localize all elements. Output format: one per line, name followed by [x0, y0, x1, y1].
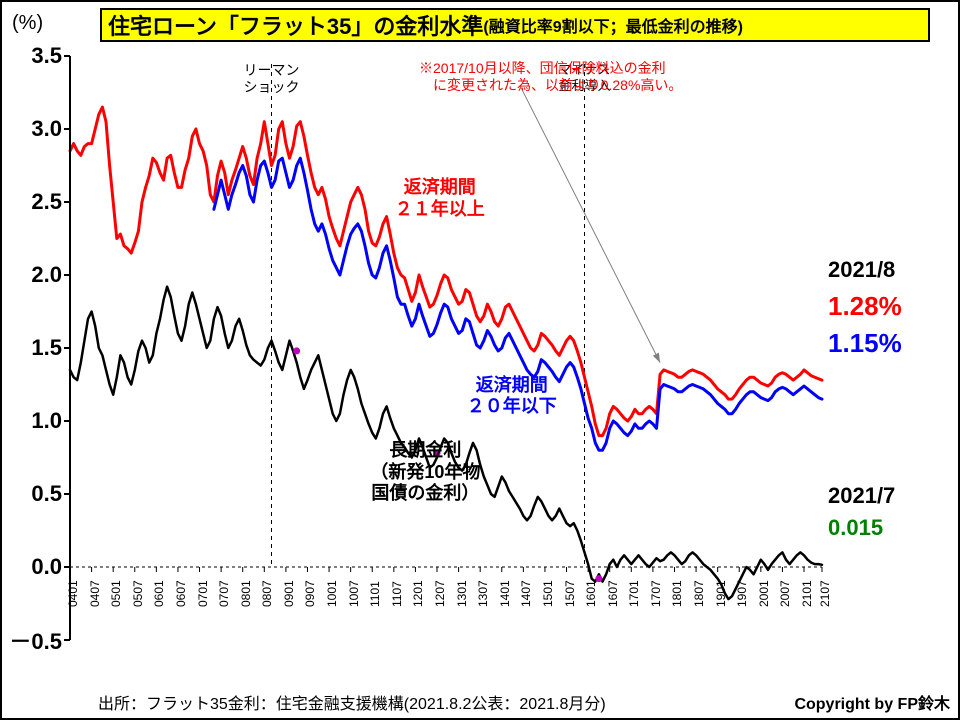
footer-source: 出所：フラット35金利：住宅金融支援機構(2021.8.2公表：2021.8月分…	[98, 690, 606, 714]
x-tick-label: 1701	[627, 580, 641, 607]
x-tick-label: 0507	[131, 580, 145, 607]
chart-svg	[2, 2, 958, 718]
x-tick-label: 1807	[692, 580, 706, 607]
end-value-label: 2021/7	[828, 483, 895, 509]
chart-stage: (%) 住宅ローン「フラット35」の金利水準 (融資比率9割以下；最低金利の推移…	[0, 0, 960, 720]
x-tick-label: 1007	[347, 580, 361, 607]
y-tick-label: 2.5	[6, 189, 62, 215]
y-tick-label: 1.5	[6, 335, 62, 361]
y-tick-label: 1.0	[6, 408, 62, 434]
x-tick-label: 2007	[778, 580, 792, 607]
x-tick-label: 1001	[325, 580, 339, 607]
x-tick-label: 1201	[411, 580, 425, 607]
x-tick-label: 1507	[563, 580, 577, 607]
x-tick-label: 0607	[174, 580, 188, 607]
series-label: 返済期間 ２１年以上	[360, 177, 520, 220]
x-tick-label: 2001	[757, 580, 771, 607]
x-tick-label: 1101	[368, 581, 382, 607]
footer-copyright: Copyright by FP鈴木	[794, 690, 950, 714]
end-value-label: 1.28%	[828, 291, 902, 322]
y-tick-label: 2.0	[6, 262, 62, 288]
y-tick-label: －0.5	[6, 624, 62, 656]
series-label: 長期金利 （新発10年物 国債の金利）	[345, 440, 505, 505]
x-tick-label: 0501	[109, 580, 123, 607]
x-tick-label: 0707	[217, 580, 231, 607]
end-value-label: 2021/8	[828, 257, 895, 283]
end-value-label: 1.15%	[828, 328, 902, 359]
x-tick-label: 1301	[455, 580, 469, 607]
x-tick-label: 1801	[670, 580, 684, 607]
y-tick-label: 3.5	[6, 43, 62, 69]
x-tick-label: 1407	[519, 580, 533, 607]
x-tick-label: 0801	[239, 580, 253, 607]
y-tick-label: 0.5	[6, 481, 62, 507]
x-tick-label: 0907	[303, 580, 317, 607]
x-tick-label: 0601	[152, 580, 166, 607]
x-tick-label: 1107	[390, 581, 404, 607]
x-tick-label: 1601	[584, 580, 598, 607]
x-tick-label: 0407	[88, 580, 102, 607]
y-tick-label: 0.0	[6, 554, 62, 580]
x-tick-label: 2107	[818, 580, 832, 607]
x-tick-label: 1707	[649, 580, 663, 607]
x-tick-label: 0807	[260, 580, 274, 607]
x-tick-label: 1401	[498, 580, 512, 607]
x-tick-label: 1501	[541, 580, 555, 607]
x-tick-label: 1207	[433, 580, 447, 607]
end-value-label: 0.015	[828, 515, 883, 541]
x-tick-label: 2101	[800, 580, 814, 607]
x-tick-label: 0401	[66, 580, 80, 607]
x-tick-label: 0701	[196, 580, 210, 607]
x-tick-label: 1901	[714, 580, 728, 607]
x-tick-label: 1907	[735, 580, 749, 607]
arrow-note: ※2017/10月以降、団信保険料込の金利 に変更された為、以前より0.28%高…	[419, 60, 682, 94]
event-label: リーマン ショック	[231, 62, 311, 96]
x-tick-label: 0901	[282, 580, 296, 607]
x-tick-label: 1307	[476, 580, 490, 607]
series-label: 返済期間 ２０年以下	[432, 375, 592, 418]
y-tick-label: 3.0	[6, 116, 62, 142]
x-tick-label: 1607	[606, 580, 620, 607]
